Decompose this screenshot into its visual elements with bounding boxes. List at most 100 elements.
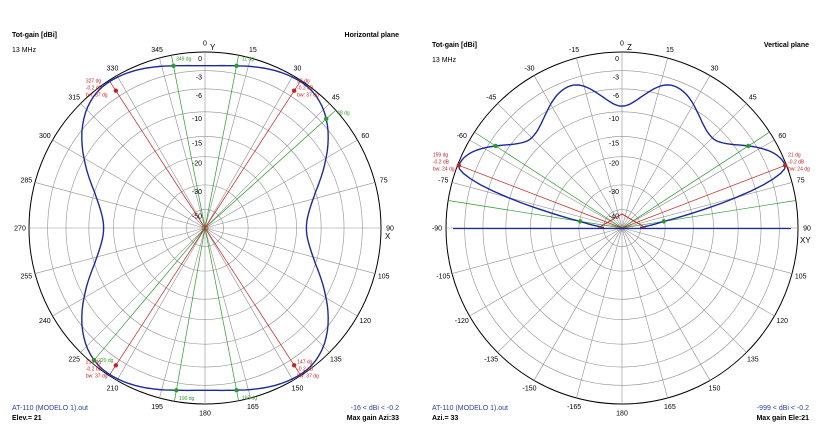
- radial-spoke: [204, 57, 251, 229]
- red-annotation-text: 213 dg: [86, 359, 102, 365]
- annotation-line: [174, 227, 206, 402]
- angle-tick-label: -75: [438, 178, 448, 185]
- red-annotation-text: -0.2 dB: [86, 366, 103, 372]
- angle-tick-label: 255: [20, 273, 32, 280]
- radial-spoke: [116, 227, 206, 381]
- radial-spoke: [621, 182, 793, 229]
- angle-tick-label: 210: [107, 386, 119, 393]
- radial-spoke: [533, 227, 623, 381]
- radial-spoke: [621, 227, 793, 274]
- angle-tick-label: -105: [436, 273, 450, 280]
- axis-x-label: X: [385, 232, 391, 241]
- radial-spoke: [116, 75, 206, 229]
- ylabel-left: Tot-gain [dBi]: [12, 32, 57, 39]
- horizontal-polar-plot: 0 15 30 45 60 75 90 105 120 135 150 165 180 195 210 225…: [14, 41, 394, 418]
- axis-y-label: Y: [210, 43, 216, 52]
- max-gain-left: Max gain Azi:33: [346, 415, 399, 422]
- ring-label: -10: [192, 116, 202, 123]
- axis-xy-label: XY: [800, 236, 811, 245]
- angle-tick-label: 165: [664, 404, 676, 411]
- radial-spoke: [52, 227, 206, 317]
- angle-tick-label: 270: [14, 226, 26, 233]
- radial-spoke: [204, 227, 358, 317]
- angle-tick-label: -60: [457, 133, 467, 140]
- radial-spoke: [497, 227, 623, 353]
- red-annotation-text: 147 dg: [297, 359, 313, 365]
- angle-tick-label: 165: [247, 404, 259, 411]
- angle-tick-label: 225: [68, 356, 80, 363]
- radial-spoke: [34, 227, 206, 274]
- annotation-line: [204, 109, 337, 229]
- red-annotation-text: bw: 37 dg: [297, 373, 319, 379]
- red-annotation-text: -0.2 dB: [86, 86, 103, 92]
- angle-tick-label: 45: [749, 95, 757, 102]
- max-gain-point: [782, 163, 788, 168]
- file-label-left: AT-110 (MODELO 1).out: [12, 405, 88, 412]
- ring-label: -10: [609, 116, 619, 123]
- angle-tick-label: 135: [330, 356, 342, 363]
- radial-spoke: [533, 75, 623, 229]
- horizontal-plane-panel: Tot-gain [dBi] 13 MHz Horizontal plane 0…: [0, 0, 409, 439]
- range-label-right: -999 < dBi < -0.2: [756, 405, 809, 412]
- annotation-line: [108, 227, 206, 376]
- green-angle-label: 220 dg: [98, 358, 114, 364]
- annotation-line: [621, 200, 796, 229]
- annotation-line: [204, 227, 302, 376]
- angle-tick-label: -165: [567, 404, 581, 411]
- red-annotation-text: bw: 24 dg: [433, 166, 455, 172]
- annotation-line: [448, 200, 623, 229]
- angle-tick-label: 0: [620, 41, 624, 48]
- green-angle-label: 349 dg: [176, 57, 192, 63]
- angle-tick-label: 60: [361, 133, 369, 140]
- angle-tick-label: 105: [795, 273, 807, 280]
- annotation-line: [204, 55, 239, 229]
- beamwidth-point: [577, 219, 583, 224]
- red-annotation-text: -0.2 dB: [297, 366, 314, 372]
- annotation-line: [621, 164, 787, 229]
- radial-spoke: [621, 227, 711, 381]
- red-annotation-text: bw: 24 dg: [788, 166, 810, 172]
- red-annotation-text: bw: 37 dg: [297, 93, 319, 99]
- angle-tick-label: 195: [151, 404, 163, 411]
- radial-spoke: [204, 103, 330, 229]
- range-label-left: -16 < dBi < -0.2: [350, 405, 399, 412]
- angle-tick-label: 90: [803, 226, 811, 233]
- radial-spoke: [621, 75, 711, 229]
- ring-label: -20: [192, 161, 202, 168]
- angle-tick-label: 90: [386, 226, 394, 233]
- beamwidth-point: [324, 116, 329, 122]
- ring-label: -6: [196, 93, 202, 100]
- radial-spoke: [621, 227, 668, 399]
- angle-tick-label: 75: [797, 178, 805, 185]
- max-gain-point: [291, 88, 297, 93]
- elev-label: Elev.= 21: [12, 415, 42, 422]
- radial-spoke: [204, 227, 330, 353]
- angle-tick-label: -150: [522, 386, 536, 393]
- beamwidth-point: [91, 357, 97, 363]
- max-gain-point: [291, 363, 297, 368]
- beamwidth-point: [234, 388, 239, 393]
- radial-spoke: [576, 227, 623, 399]
- max-gain-right: Max gain Ele:21: [756, 415, 809, 422]
- angle-tick-label: 135: [747, 356, 759, 363]
- angle-tick-label: 315: [68, 95, 80, 102]
- radial-spoke: [80, 227, 206, 353]
- angle-tick-label: 75: [380, 178, 388, 185]
- max-gain-point: [456, 163, 462, 168]
- radiation-pattern: [81, 64, 329, 392]
- ring-label: -20: [609, 161, 619, 168]
- radial-spoke: [204, 227, 294, 381]
- angle-tick-label: 45: [332, 95, 340, 102]
- angle-tick-label: 120: [359, 318, 371, 325]
- plane-title-left: Horizontal plane: [344, 32, 399, 39]
- green-angle-label: 190 dg: [179, 396, 195, 402]
- angle-tick-label: -30: [524, 65, 534, 72]
- angle-tick-label: 120: [776, 318, 788, 325]
- annotation-line: [204, 227, 239, 401]
- radial-spoke: [204, 139, 358, 229]
- annotation-line: [621, 131, 770, 229]
- beamwidth-point: [234, 63, 239, 68]
- ring-label: -15: [609, 140, 619, 147]
- red-annotation-text: bw: 37 dg: [86, 93, 108, 99]
- annotation-line: [474, 131, 623, 229]
